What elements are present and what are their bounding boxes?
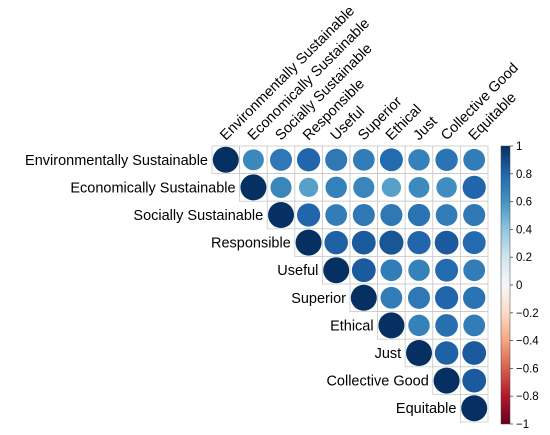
corr-circle-responsible-responsible	[295, 229, 322, 256]
row-label-just: Just	[375, 346, 402, 362]
corr-circle-economically-sustainable-superior	[353, 176, 375, 198]
correlation-circles	[212, 146, 488, 422]
corr-circle-responsible-useful	[324, 230, 348, 255]
corr-circle-useful-just	[408, 259, 430, 281]
corr-circle-economically-sustainable-ethical	[381, 177, 402, 198]
corr-circle-socially-sustainable-collective-good	[435, 204, 458, 226]
corr-circle-economically-sustainable-responsible	[298, 177, 319, 198]
corr-circle-responsible-collective-good	[434, 230, 459, 255]
corr-circle-socially-sustainable-ethical	[380, 203, 403, 227]
corr-circle-useful-superior	[351, 258, 376, 283]
column-labels: Environmentally SustainableEconomically …	[217, 3, 521, 144]
corr-circle-economically-sustainable-equitable	[462, 175, 486, 200]
corr-circle-environmentally-sustainable-economically-sustainable	[242, 149, 264, 171]
colorbar-tick-label: −0.8	[516, 391, 539, 403]
corr-circle-ethical-ethical	[378, 312, 405, 339]
colorbar: 1 0.8 0.6 0.4 0.2 0 −0.2 −0.4 −0.6 −0.8 −1	[500, 141, 539, 431]
corr-circle-useful-ethical	[380, 259, 403, 282]
corr-circle-ethical-just	[408, 314, 430, 337]
corr-circle-ethical-collective-good	[435, 314, 458, 337]
colorbar-tick-label: 0.6	[516, 197, 532, 209]
corr-circle-environmentally-sustainable-just	[408, 149, 430, 171]
corr-circle-just-just	[406, 340, 432, 366]
corr-circle-ethical-equitable	[463, 314, 486, 337]
colorbar-tick-label: −0.6	[516, 363, 539, 375]
corr-circle-superior-equitable	[463, 286, 486, 309]
row-label-environmentally-sustainable: Environmentally Sustainable	[25, 153, 208, 169]
row-label-collective-good: Collective Good	[326, 374, 428, 390]
colorbar-tick-label: −0.4	[516, 336, 539, 348]
corr-circle-environmentally-sustainable-equitable	[463, 148, 486, 171]
colorbar-tick-label: 0.4	[516, 224, 533, 236]
corr-circle-superior-superior	[350, 284, 377, 311]
corr-circle-environmentally-sustainable-socially-sustainable	[269, 148, 293, 171]
corr-circle-just-collective-good	[434, 341, 459, 365]
row-label-responsible: Responsible	[211, 236, 291, 252]
corr-circle-useful-collective-good	[435, 258, 459, 282]
row-label-equitable: Equitable	[396, 401, 456, 417]
corr-circle-responsible-ethical	[379, 230, 404, 255]
colorbar-tick-label: −1	[516, 419, 529, 431]
corr-circle-economically-sustainable-socially-sustainable	[270, 176, 292, 198]
corr-circle-useful-equitable	[463, 259, 486, 282]
colorbar-tick-label: 0	[516, 280, 522, 292]
corr-circle-responsible-just	[407, 230, 431, 255]
corr-circle-environmentally-sustainable-superior	[352, 148, 375, 171]
corr-circle-collective-good-collective-good	[433, 367, 460, 394]
corr-circle-environmentally-sustainable-ethical	[379, 148, 403, 172]
corr-circle-responsible-equitable	[462, 231, 486, 255]
row-labels: Environmentally Sustainable Economically …	[25, 153, 456, 417]
corr-circle-environmentally-sustainable-useful	[325, 148, 348, 171]
corr-circle-socially-sustainable-just	[407, 203, 431, 227]
corr-circle-equitable-equitable	[461, 395, 488, 422]
corr-circle-socially-sustainable-socially-sustainable	[268, 202, 294, 228]
corr-circle-environmentally-sustainable-responsible	[296, 148, 321, 172]
colorbar-gradient	[500, 145, 511, 425]
row-label-superior: Superior	[291, 291, 346, 307]
corr-circle-economically-sustainable-collective-good	[436, 177, 457, 198]
row-label-economically-sustainable: Economically Sustainable	[70, 180, 235, 196]
corr-circle-economically-sustainable-just	[408, 177, 430, 198]
corr-circle-just-equitable	[462, 341, 487, 365]
corr-circle-superior-collective-good	[434, 286, 459, 310]
row-label-ethical: Ethical	[330, 318, 374, 334]
colorbar-tick-label: 0.2	[516, 252, 532, 264]
colorbar-tick-label: −0.2	[516, 308, 539, 320]
row-label-useful: Useful	[277, 263, 318, 279]
corr-circle-socially-sustainable-responsible	[296, 203, 321, 227]
corr-circle-useful-useful	[323, 257, 350, 284]
corr-circle-collective-good-equitable	[462, 368, 487, 393]
corr-circle-socially-sustainable-equitable	[463, 203, 486, 227]
corr-circle-socially-sustainable-superior	[352, 203, 375, 227]
corr-circle-economically-sustainable-useful	[325, 176, 347, 199]
corr-circle-environmentally-sustainable-collective-good	[435, 148, 458, 171]
colorbar-tick-label: 1	[516, 141, 522, 153]
corr-circle-economically-sustainable-economically-sustainable	[240, 174, 267, 201]
colorbar-tick-label: 0.8	[516, 169, 532, 181]
corr-circle-responsible-superior	[351, 230, 376, 255]
corr-circle-superior-just	[407, 286, 431, 309]
corr-circle-superior-ethical	[380, 286, 403, 309]
row-label-socially-sustainable: Socially Sustainable	[133, 208, 263, 224]
corr-circle-environmentally-sustainable-environmentally-sustainable	[212, 146, 239, 173]
colorbar-ticks: 1 0.8 0.6 0.4 0.2 0 −0.2 −0.4 −0.6 −0.8 −1	[510, 141, 539, 431]
corr-circle-socially-sustainable-useful	[325, 204, 348, 226]
